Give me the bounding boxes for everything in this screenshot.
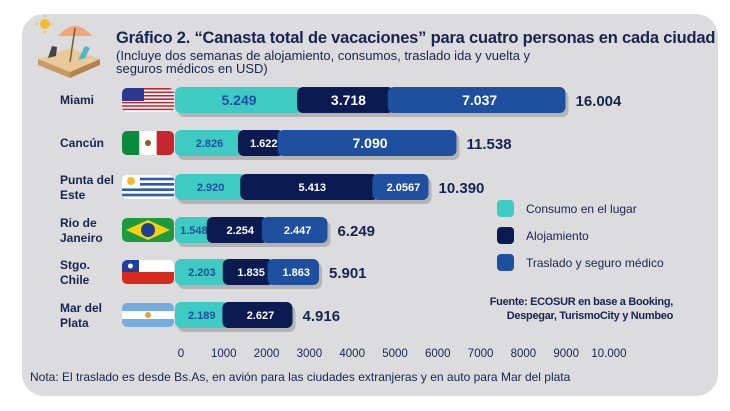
usa-flag-icon [122, 88, 174, 112]
bar-value-label: 1.622 [250, 138, 278, 150]
bar-total-label: 10.390 [439, 180, 485, 197]
x-tick-label: 4000 [339, 348, 365, 360]
bar-segment [175, 174, 247, 200]
bar-value-label: 2.826 [196, 138, 224, 150]
brazil-flag-icon [122, 218, 174, 242]
legend-item-consumo: Consumo en el lugar [497, 200, 637, 217]
bar-value-label: 2.0567 [387, 182, 421, 194]
bar-segment [222, 259, 274, 285]
bar-segment [175, 217, 213, 243]
bar-segment [277, 130, 457, 156]
bar-segment [267, 259, 319, 285]
x-tick-label: 7000 [468, 348, 494, 360]
footnote: Nota: El traslado es desde Bs.As, en avi… [30, 370, 571, 384]
category-label: Mar del Plata [60, 301, 102, 330]
x-tick-label: 1000 [211, 348, 237, 360]
chart-panel [22, 14, 718, 396]
bar-segment [261, 217, 328, 243]
legend-label: Traslado y seguro médico [526, 255, 664, 270]
bar-segment [237, 130, 284, 156]
bar-value-label: 3.718 [331, 92, 366, 108]
bar-value-label: 2.203 [188, 267, 216, 279]
category-label: Punta del Este [60, 173, 114, 202]
bar-segment [175, 130, 244, 156]
bar-total-label: 11.538 [467, 136, 512, 153]
x-tick-label: 9000 [553, 348, 579, 360]
x-tick-label: 8000 [511, 348, 537, 360]
x-tick-label: 3000 [297, 348, 323, 360]
bar-segment [372, 174, 429, 200]
bar-total-label: 5.901 [329, 265, 367, 282]
bar-value-label: 7.090 [353, 135, 388, 151]
bar-segment [175, 259, 229, 285]
bar-value-label: 5.413 [299, 182, 327, 194]
x-tick-label: 6000 [425, 348, 451, 360]
bar-segment [387, 87, 566, 113]
bar-segment [175, 87, 304, 113]
source-text: Fuente: ECOSUR en base a Booking, Despeg… [489, 296, 674, 322]
bar-segment [240, 174, 379, 200]
bar-total-label: 6.249 [337, 223, 375, 240]
bar-value-label: 1.835 [237, 267, 265, 279]
bar-total-label: 4.916 [303, 308, 341, 325]
category-label: Rio de Janeiro [60, 216, 103, 245]
bar-value-label: 1.548 [180, 225, 208, 237]
uruguay-flag-icon [122, 175, 174, 199]
bar-segment [222, 302, 293, 328]
bar-value-label: 2.627 [247, 310, 275, 322]
bar-segment [297, 87, 394, 113]
category-label: Miami [60, 93, 94, 107]
bar-segment [206, 217, 268, 243]
x-tick-label: 10.000 [591, 348, 626, 360]
chile-flag-icon [122, 260, 174, 284]
argentina-flag-icon [122, 303, 174, 327]
bar-value-label: 2.254 [227, 225, 255, 237]
legend-swatch [497, 227, 514, 244]
legend-item-alojamiento: Alojamiento [497, 227, 589, 244]
legend-swatch [497, 200, 514, 217]
chart-title: Gráfico 2. “Canasta total de vacaciones”… [116, 29, 716, 47]
bar-value-label: 7.037 [462, 92, 497, 108]
x-tick-label: 0 [178, 348, 184, 360]
legend-item-traslado: Traslado y seguro médico [497, 254, 664, 271]
bar-segment [175, 302, 229, 328]
bar-value-label: 1.863 [282, 267, 310, 279]
bar-value-label: 5.249 [222, 92, 257, 108]
bar-total-label: 16.004 [575, 93, 622, 110]
legend-label: Consumo en el lugar [526, 201, 637, 216]
legend-label: Alojamiento [526, 228, 589, 243]
bar-value-label: 2.189 [188, 310, 216, 322]
mexico-flag-icon [122, 131, 174, 155]
legend-swatch [497, 254, 514, 271]
beach-icon [36, 15, 100, 78]
category-label: Stgo. Chile [60, 258, 90, 287]
bar-value-label: 2.447 [284, 225, 312, 237]
bar-value-label: 2.920 [197, 182, 225, 194]
category-label: Cancún [60, 136, 104, 150]
x-tick-label: 5000 [382, 348, 408, 360]
x-tick-label: 2000 [254, 348, 280, 360]
chart-subtitle: (Incluye dos semanas de alojamiento, con… [116, 48, 531, 76]
